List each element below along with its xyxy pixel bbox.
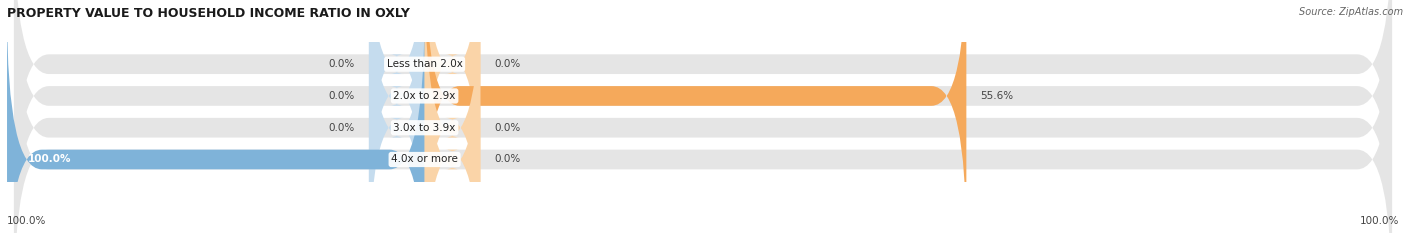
FancyBboxPatch shape bbox=[425, 0, 481, 213]
FancyBboxPatch shape bbox=[14, 0, 1392, 213]
Text: 0.0%: 0.0% bbox=[495, 123, 520, 133]
FancyBboxPatch shape bbox=[425, 10, 481, 233]
FancyBboxPatch shape bbox=[368, 0, 425, 233]
Text: Source: ZipAtlas.com: Source: ZipAtlas.com bbox=[1299, 7, 1403, 17]
Text: 55.6%: 55.6% bbox=[980, 91, 1014, 101]
Text: 0.0%: 0.0% bbox=[495, 59, 520, 69]
FancyBboxPatch shape bbox=[14, 10, 1392, 233]
Text: 3.0x to 3.9x: 3.0x to 3.9x bbox=[394, 123, 456, 133]
Text: 4.0x or more: 4.0x or more bbox=[391, 154, 458, 164]
FancyBboxPatch shape bbox=[14, 0, 1392, 233]
Text: 100.0%: 100.0% bbox=[28, 154, 72, 164]
FancyBboxPatch shape bbox=[368, 0, 425, 213]
FancyBboxPatch shape bbox=[7, 10, 425, 233]
FancyBboxPatch shape bbox=[425, 0, 481, 233]
Text: 100.0%: 100.0% bbox=[1360, 216, 1399, 226]
FancyBboxPatch shape bbox=[368, 0, 425, 233]
Text: 0.0%: 0.0% bbox=[329, 123, 354, 133]
Text: 0.0%: 0.0% bbox=[329, 91, 354, 101]
FancyBboxPatch shape bbox=[14, 0, 1392, 233]
Text: PROPERTY VALUE TO HOUSEHOLD INCOME RATIO IN OXLY: PROPERTY VALUE TO HOUSEHOLD INCOME RATIO… bbox=[7, 7, 411, 20]
Text: 100.0%: 100.0% bbox=[7, 216, 46, 226]
Text: 2.0x to 2.9x: 2.0x to 2.9x bbox=[394, 91, 456, 101]
Text: Less than 2.0x: Less than 2.0x bbox=[387, 59, 463, 69]
Text: 0.0%: 0.0% bbox=[329, 59, 354, 69]
Text: 0.0%: 0.0% bbox=[495, 154, 520, 164]
FancyBboxPatch shape bbox=[425, 0, 966, 233]
Legend: Without Mortgage, With Mortgage: Without Mortgage, With Mortgage bbox=[586, 230, 820, 233]
